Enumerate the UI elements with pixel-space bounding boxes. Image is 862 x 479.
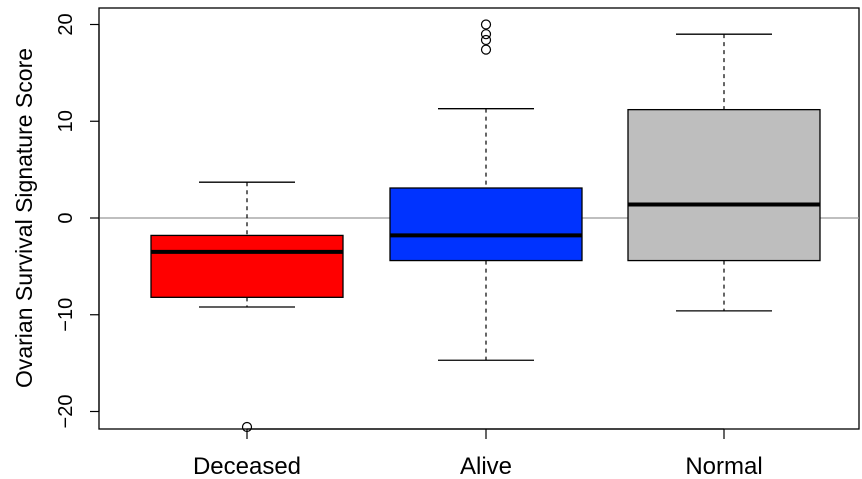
box-deceased xyxy=(150,234,344,298)
outlier-point xyxy=(480,34,492,46)
box-group-normal xyxy=(627,33,821,312)
x-tick-label-normal: Normal xyxy=(685,453,762,479)
box-group-deceased xyxy=(150,181,344,433)
y-tick-label: 10 xyxy=(55,110,77,132)
boxes-layer xyxy=(150,19,821,433)
x-tick-label-deceased: Deceased xyxy=(193,453,301,479)
outlier-point xyxy=(480,19,492,30)
outlier-point xyxy=(480,29,492,40)
outlier-point xyxy=(480,44,492,55)
box-alive xyxy=(389,187,583,262)
y-tick-label: −10 xyxy=(55,298,77,332)
y-tick-label: −20 xyxy=(55,395,77,429)
x-tick-label-alive: Alive xyxy=(460,453,512,479)
y-tick-label: 0 xyxy=(55,212,77,223)
y-axis: −20 −10 0 10 20 xyxy=(55,13,100,429)
box-group-alive xyxy=(389,19,583,361)
box-normal xyxy=(627,108,821,262)
y-tick-label: 20 xyxy=(55,13,77,35)
y-axis-title: Ovarian Survival Signature Score xyxy=(11,48,37,388)
x-axis: Deceased Alive Normal xyxy=(193,428,763,479)
